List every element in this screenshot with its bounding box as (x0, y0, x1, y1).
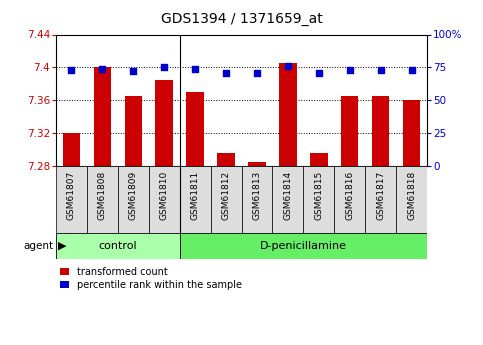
Point (222, 70, 230, 75)
Bar (366, 166, 397, 233)
Bar (311, 153, 327, 166)
Bar (217, 153, 235, 166)
Bar (397, 166, 427, 233)
Bar (403, 100, 421, 166)
Bar (280, 63, 297, 166)
Text: GSM61807: GSM61807 (67, 171, 75, 220)
Text: GSM61816: GSM61816 (345, 171, 355, 220)
Bar (117, 166, 149, 233)
Text: GSM61813: GSM61813 (253, 171, 261, 220)
Point (253, 70, 261, 75)
Bar (242, 166, 272, 233)
Bar (248, 161, 266, 166)
Text: ▶: ▶ (58, 241, 67, 251)
Bar (372, 96, 389, 166)
Bar (62, 133, 80, 166)
Text: GSM61815: GSM61815 (314, 171, 324, 220)
Point (284, 63, 292, 69)
Point (129, 68, 137, 74)
Text: D-penicillamine: D-penicillamine (260, 241, 347, 251)
Text: GSM61817: GSM61817 (376, 171, 385, 220)
Legend: transformed count, percentile rank within the sample: transformed count, percentile rank withi… (60, 267, 242, 290)
Bar (156, 80, 172, 166)
Text: GSM61811: GSM61811 (190, 171, 199, 220)
Text: GSM61818: GSM61818 (408, 171, 416, 220)
Text: GSM61812: GSM61812 (222, 171, 230, 220)
Bar (86, 166, 117, 233)
Text: GSM61809: GSM61809 (128, 171, 138, 220)
Point (408, 67, 416, 73)
Point (315, 70, 323, 75)
Bar (341, 96, 358, 166)
Text: GSM61814: GSM61814 (284, 171, 293, 220)
Point (191, 66, 199, 71)
Bar (149, 166, 180, 233)
Bar (56, 233, 180, 259)
Point (346, 67, 354, 73)
Bar (94, 67, 111, 166)
Bar (180, 166, 211, 233)
Text: GDS1394 / 1371659_at: GDS1394 / 1371659_at (161, 12, 322, 26)
Bar (56, 166, 86, 233)
Bar (272, 166, 303, 233)
Text: control: control (98, 241, 137, 251)
Bar (211, 166, 242, 233)
Bar (125, 96, 142, 166)
Text: GSM61808: GSM61808 (98, 171, 107, 220)
Bar (303, 166, 334, 233)
Point (67, 67, 75, 73)
Text: GSM61810: GSM61810 (159, 171, 169, 220)
Point (160, 65, 168, 70)
Bar (186, 92, 203, 166)
Text: agent: agent (23, 241, 53, 251)
Bar (180, 233, 427, 259)
Bar (334, 166, 366, 233)
Point (377, 67, 385, 73)
Point (98, 66, 106, 71)
